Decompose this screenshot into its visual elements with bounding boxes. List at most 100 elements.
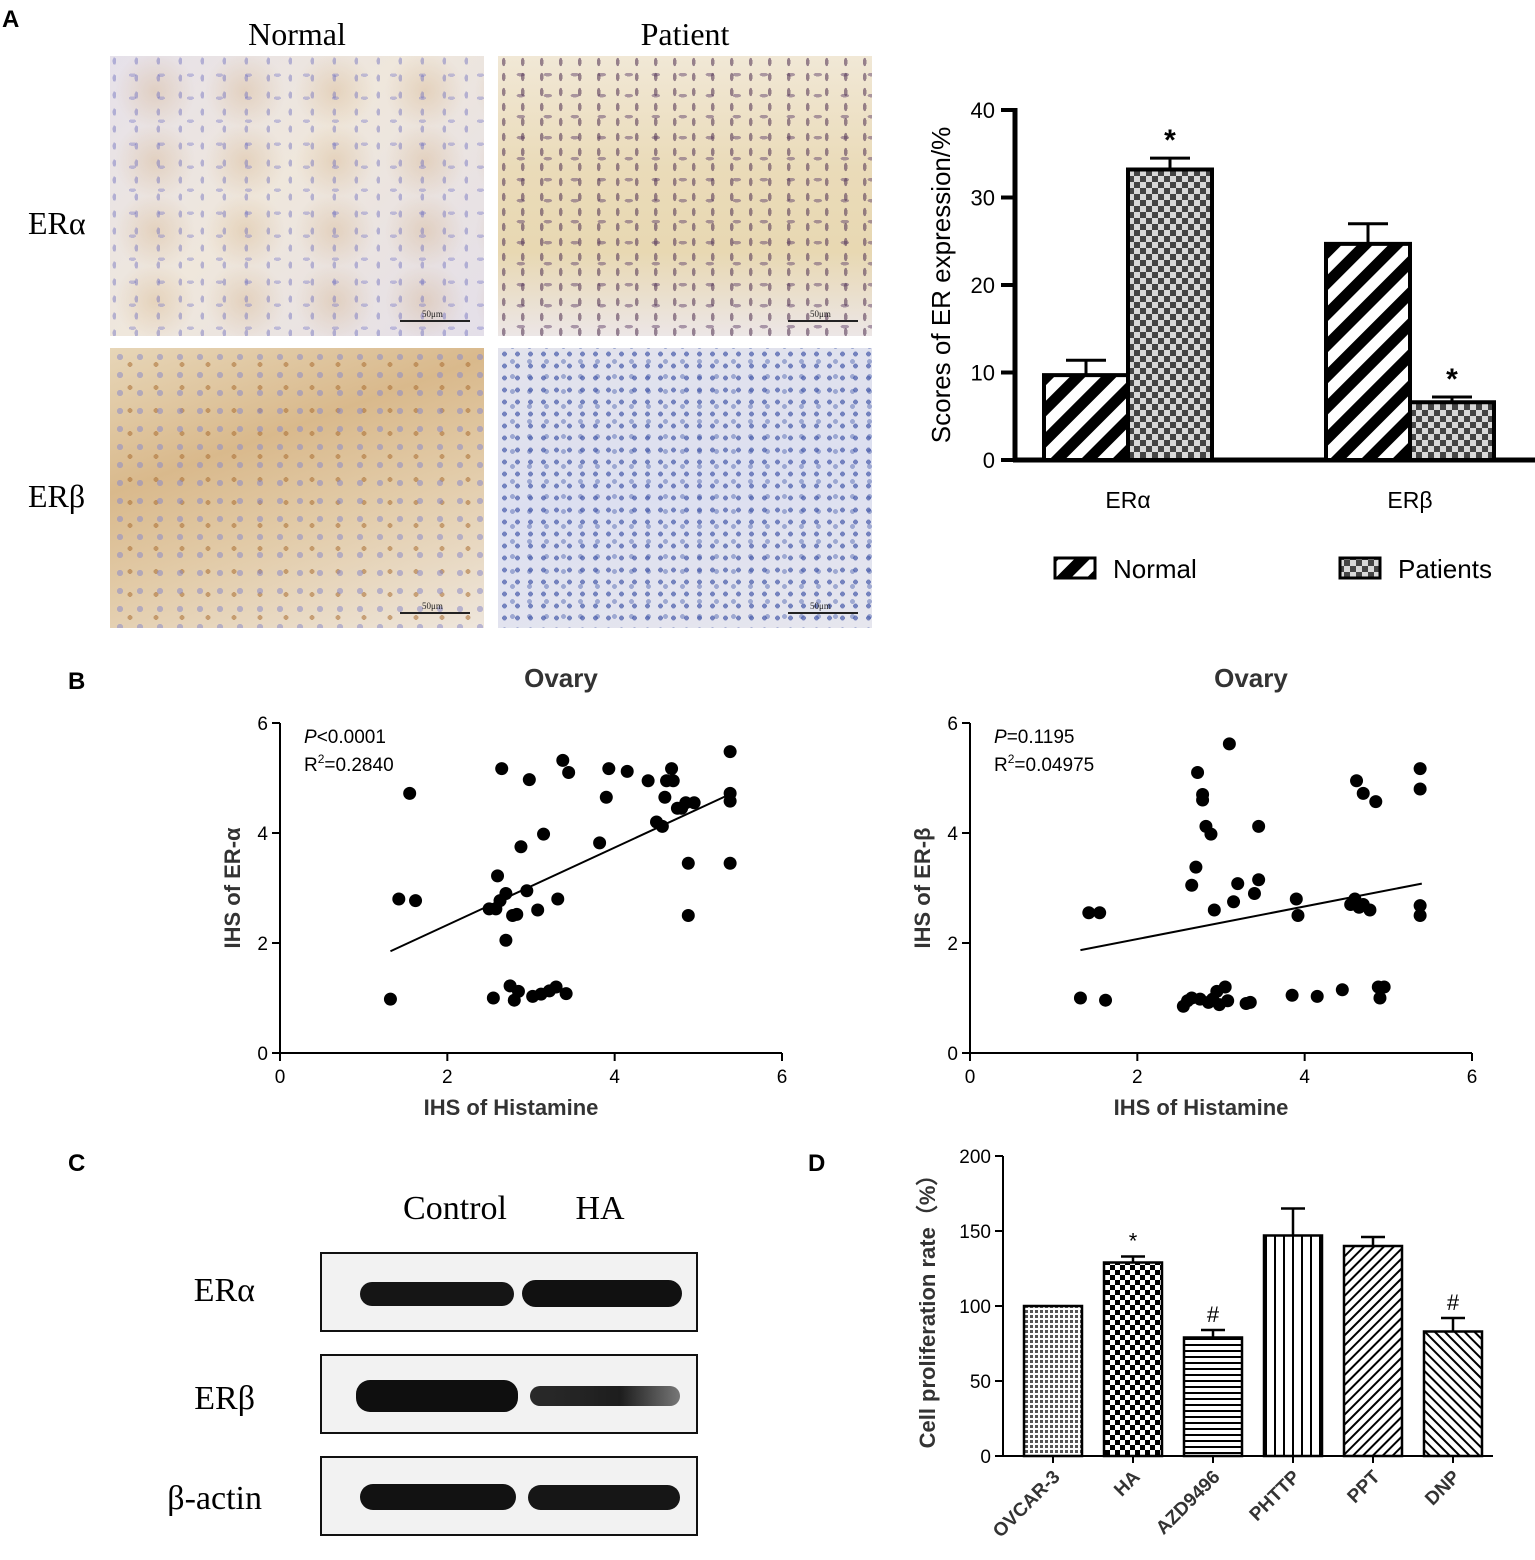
scatter-point	[1196, 793, 1210, 807]
scatter-point	[666, 774, 680, 788]
scatter-point	[655, 819, 669, 833]
scale-label: 50μm	[422, 309, 443, 319]
bar-ovcar-3	[1022, 1304, 1084, 1458]
scatter-point	[1413, 899, 1427, 913]
scatter-point	[1356, 786, 1370, 800]
scatter-point	[1082, 906, 1096, 920]
scatter-point	[520, 884, 534, 898]
y-tick-label: 2	[257, 934, 268, 955]
y-tick-label: 30	[971, 186, 995, 211]
scatter-point	[1227, 895, 1241, 909]
er-expression-bar-chart: 0 10 20 30 40 Scores of ER expression/% ERα * ER…	[926, 98, 1535, 584]
scatter-er-beta-vs-histamine: Ovary 0 2 4 6 0 2 4 6 IHS of Histamine IHS of ER-β…	[910, 663, 1478, 1120]
y-tick-label: 0	[980, 1447, 991, 1468]
scatter-point	[514, 840, 528, 854]
scatter-point	[409, 894, 423, 908]
scatter-point	[1099, 993, 1113, 1007]
chart-title: Ovary	[524, 663, 598, 693]
y-axis-label: Cell proliferation rate（%）	[915, 1164, 940, 1449]
regression-line	[390, 792, 733, 953]
panel-d-letter: D	[808, 1150, 826, 1177]
scatter-point	[551, 892, 565, 906]
scatter-point	[1373, 991, 1387, 1005]
scatter-point	[522, 773, 536, 787]
x-tick-label: PHTTP	[1246, 1466, 1305, 1525]
blot-col-label-ha: HA	[575, 1190, 625, 1227]
scatter-point	[1231, 877, 1245, 891]
x-tick-label: 4	[609, 1067, 620, 1088]
scatter-point	[537, 827, 551, 841]
blot-band	[360, 1282, 514, 1306]
y-tick-label: 6	[947, 714, 958, 735]
scatter-point	[1247, 887, 1261, 900]
p-value-label: P<0.0001	[304, 727, 386, 748]
r-squared-label: R2=0.2840	[304, 752, 394, 776]
scatter-point	[383, 992, 397, 1006]
y-tick-label: 100	[959, 1297, 991, 1318]
scatter-point	[531, 903, 545, 917]
scale-label: 50μm	[810, 309, 831, 319]
significance-marker: #	[1447, 1290, 1460, 1315]
scatter-point	[1093, 906, 1107, 920]
bar-patients-0	[1126, 167, 1214, 462]
bar-normal-1	[1324, 241, 1412, 462]
scatter-point	[1291, 909, 1305, 922]
scatter-point	[486, 991, 500, 1005]
blot-row-label-beta-actin: β-actin	[167, 1480, 262, 1517]
scatter-point	[1413, 782, 1427, 796]
scatter-point	[593, 836, 607, 850]
micrograph-normal-er-beta: 50μm	[110, 348, 484, 628]
blot-band	[530, 1386, 680, 1406]
panel-c-letter: C	[68, 1150, 86, 1177]
significance-marker: *	[1164, 124, 1176, 157]
x-tick-label: 6	[1467, 1067, 1478, 1088]
y-tick-label: 4	[947, 824, 958, 845]
scatter-point	[681, 909, 695, 922]
micro-row-label-er-alpha: ERα	[28, 205, 86, 241]
y-tick-label: 4	[257, 824, 268, 845]
scatter-point	[499, 887, 513, 900]
x-tick-label: AZD9496	[1152, 1467, 1224, 1539]
x-tick-label: ERβ	[1387, 487, 1432, 513]
bar-azd9496	[1182, 1336, 1244, 1458]
blot-band	[360, 1484, 516, 1510]
scatter-point	[403, 786, 417, 800]
y-tick-label: 150	[959, 1222, 991, 1243]
cell-proliferation-bar-chart: 0 50 100 150 200 Cell proliferation rate（%） OV…	[915, 1147, 1493, 1542]
scatter-point	[602, 762, 616, 776]
x-tick-label: 6	[777, 1067, 788, 1088]
bar-dnp	[1422, 1330, 1484, 1458]
scatter-point	[556, 753, 570, 767]
scatter-point	[1356, 898, 1370, 911]
scatter-point	[658, 790, 672, 804]
x-tick-label: 2	[442, 1067, 453, 1088]
scatter-point	[723, 794, 737, 808]
scatter-point	[681, 856, 695, 870]
x-tick-label: 0	[275, 1067, 286, 1088]
scatter-point	[392, 892, 406, 906]
significance-marker: #	[1207, 1302, 1220, 1327]
scale-label: 50μm	[422, 601, 443, 611]
bar-patients-1	[1408, 400, 1496, 462]
scatter-point	[510, 907, 524, 921]
significance-marker: *	[1446, 363, 1458, 396]
x-axis-label: IHS of Histamine	[424, 1095, 599, 1120]
regression-line	[1080, 882, 1422, 952]
x-tick-label: 4	[1299, 1067, 1310, 1088]
scatter-point	[1252, 873, 1266, 887]
scatter-point	[687, 796, 701, 810]
scatter-er-alpha-vs-histamine: Ovary 0 2 4 6 0 2 4 6 IHS of Histamine IHS of ER-α…	[220, 663, 788, 1120]
scatter-point	[1413, 762, 1427, 776]
blot-col-label-control: Control	[403, 1190, 507, 1227]
scatter-point	[1073, 991, 1087, 1005]
legend-swatch-patients	[1338, 556, 1382, 580]
significance-marker: *	[1129, 1229, 1138, 1254]
scale-label: 50μm	[810, 601, 831, 611]
scatter-point	[1218, 980, 1232, 994]
x-tick-label: HA	[1110, 1466, 1144, 1500]
scatter-point	[1289, 892, 1303, 906]
scatter-point	[1207, 903, 1221, 917]
blot-strip-er-beta	[320, 1354, 698, 1434]
y-tick-label: 6	[257, 714, 268, 735]
x-tick-label: PPT	[1344, 1466, 1385, 1507]
